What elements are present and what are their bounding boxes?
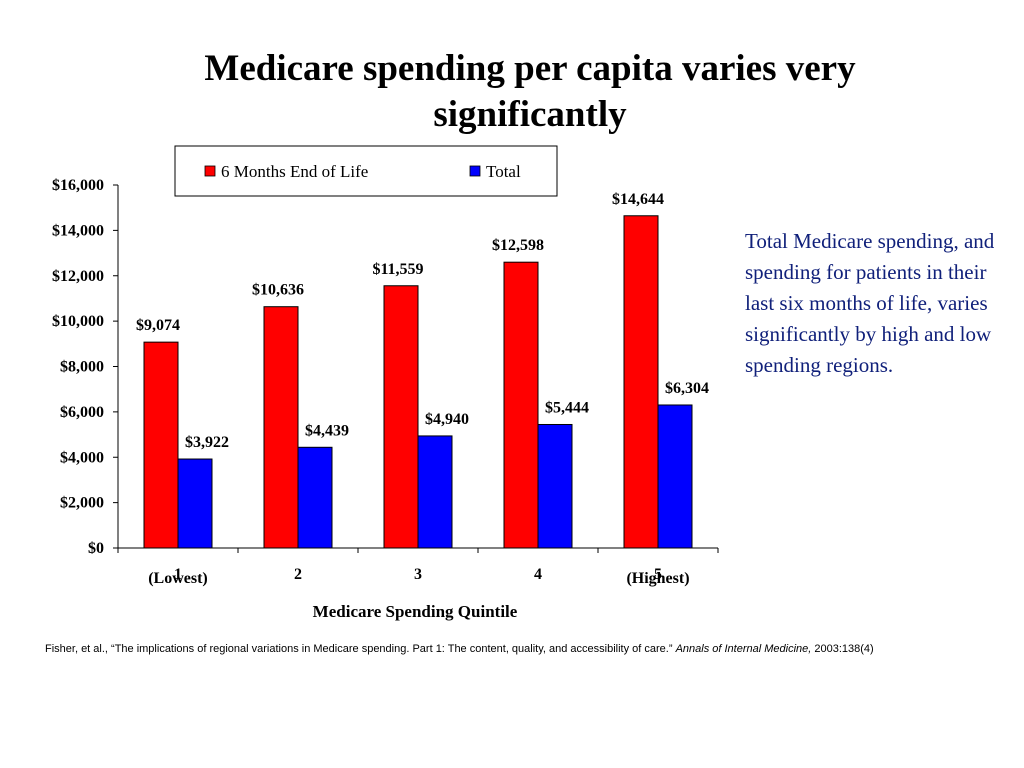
legend-swatch-total xyxy=(469,165,481,177)
x-category-label: 4 xyxy=(534,566,542,583)
y-tick-label: $8,000 xyxy=(60,359,104,376)
y-tick-label: $6,000 xyxy=(60,404,104,421)
data-label-end-of-life: $12,598 xyxy=(492,237,544,254)
data-label-total: $5,444 xyxy=(545,399,589,416)
citation-text: Fisher, et al., “The implications of reg… xyxy=(45,643,676,655)
x-category-sublabel: (Lowest) xyxy=(148,570,208,587)
x-category-label: 3 xyxy=(414,566,422,583)
bar-end-of-life xyxy=(143,341,179,549)
y-tick-label: $12,000 xyxy=(52,268,104,285)
data-label-total: $6,304 xyxy=(665,380,709,397)
y-tick-label: $10,000 xyxy=(52,313,104,330)
citation-tail: 2003:138(4) xyxy=(811,643,874,655)
bar-total xyxy=(537,423,573,549)
bar-total xyxy=(177,458,213,549)
y-tick-label: $14,000 xyxy=(52,222,104,239)
legend-label-total: Total xyxy=(486,162,521,181)
y-tick-label: $16,000 xyxy=(52,177,104,194)
bar-end-of-life xyxy=(263,306,299,549)
x-axis-title: Medicare Spending Quintile xyxy=(313,602,518,621)
side-note: Total Medicare spending, and spending fo… xyxy=(745,229,995,377)
data-label-total: $4,940 xyxy=(425,411,469,428)
data-label-end-of-life: $10,636 xyxy=(252,282,304,299)
data-label-end-of-life: $9,074 xyxy=(136,317,180,334)
bar-group xyxy=(143,215,693,549)
legend-box xyxy=(174,145,558,197)
data-labels: $9,074 $10,636 $11,559 $12,598 $14,644 $3,922… xyxy=(136,191,709,451)
data-label-end-of-life: $14,644 xyxy=(612,191,664,208)
data-label-end-of-life: $11,559 xyxy=(372,261,423,278)
data-label-total: $4,439 xyxy=(305,422,349,439)
x-axis: 1(Lowest) 2 3 4 5(Highest) xyxy=(117,547,719,587)
y-tick-label: $2,000 xyxy=(60,495,104,512)
data-label-total: $3,922 xyxy=(185,434,229,451)
bar-end-of-life xyxy=(503,261,539,549)
x-category-label: 2 xyxy=(294,566,302,583)
y-axis: $0 $2,000 $4,000 $6,000 $8,000 $10,000 $12,000… xyxy=(52,177,119,557)
bar-total xyxy=(657,404,693,549)
slide-title-line-1: Medicare spending per capita varies very xyxy=(204,48,856,89)
legend-label-end-of-life: 6 Months End of Life xyxy=(221,162,368,181)
legend-swatch-end-of-life xyxy=(204,165,216,177)
bar-end-of-life xyxy=(623,215,659,549)
citation-journal: Annals of Internal Medicine, xyxy=(675,643,812,655)
slide-title: Medicare spending per capita varies very… xyxy=(140,46,920,138)
x-category-label: 1 xyxy=(174,566,182,583)
x-category-sublabel: (Highest) xyxy=(626,570,689,587)
chart-legend: 6 Months End of Life Total xyxy=(174,145,558,197)
x-category-label: 5 xyxy=(654,566,662,583)
y-tick-label: $4,000 xyxy=(60,449,104,466)
slide-title-line-2: significantly xyxy=(433,94,627,135)
bar-end-of-life xyxy=(383,285,419,549)
y-tick-label: $0 xyxy=(88,540,104,557)
bar-total xyxy=(417,435,453,549)
bar-total xyxy=(297,446,333,549)
citation: Fisher, et al., “The implications of reg… xyxy=(45,643,1020,655)
